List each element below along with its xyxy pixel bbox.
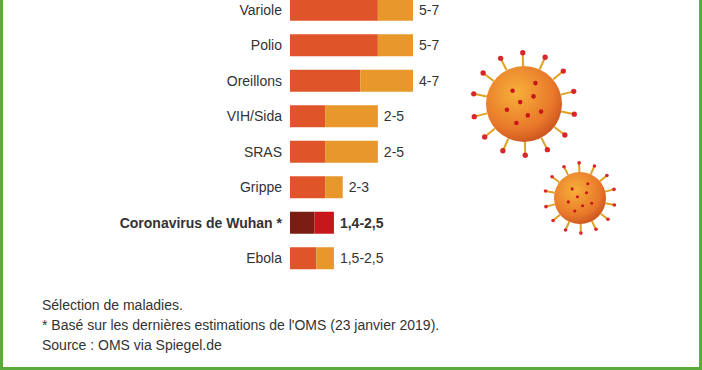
svg-text:2-5: 2-5 [384,144,404,160]
svg-text:4-7: 4-7 [419,73,439,89]
html-text:Source : OMS via Spiegel.de: Source : OMS via Spiegel.de [42,337,222,353]
html-text:* Basé sur les dernières estim: * Basé sur les dernières estimations de … [42,317,440,333]
svg-text:Variole: Variole [239,2,282,18]
svg-text:VIH/Sida: VIH/Sida [227,108,282,124]
svg-text:5-7: 5-7 [419,37,439,53]
svg-text:SRAS: SRAS [244,144,282,160]
svg-text:Polio: Polio [251,37,282,53]
svg-text:Oreillons: Oreillons [227,73,282,89]
svg-text:Grippe: Grippe [240,179,282,195]
svg-text:1,5-2,5: 1,5-2,5 [340,250,384,266]
svg-text:5-7: 5-7 [419,2,439,18]
svg-text:1,4-2,5: 1,4-2,5 [340,215,384,231]
svg-text:Coronavirus de Wuhan *: Coronavirus de Wuhan * [120,215,283,231]
html-text:Sélection de maladies.: Sélection de maladies. [42,297,183,313]
svg-text:Ebola: Ebola [246,250,282,266]
svg-text:2-5: 2-5 [384,108,404,124]
svg-text:2-3: 2-3 [349,179,369,195]
